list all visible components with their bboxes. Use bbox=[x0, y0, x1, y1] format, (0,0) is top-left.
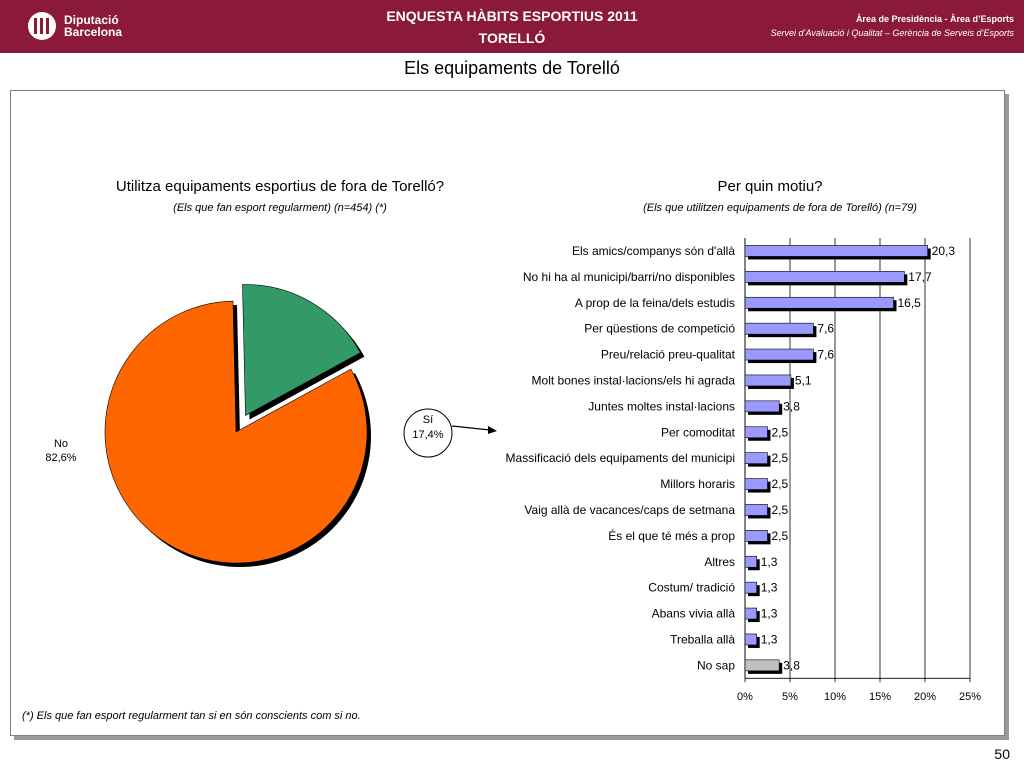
bar-value-label: 20,3 bbox=[932, 244, 956, 258]
bar-16 bbox=[744, 633, 757, 646]
survey-title: ENQUESTA HÀBITS ESPORTIUS 2011 bbox=[386, 8, 638, 24]
bar-value-label: 2,5 bbox=[772, 477, 789, 491]
x-tick-label: 15% bbox=[869, 691, 891, 703]
footnote: (*) Els que fan esport regularment tan s… bbox=[22, 710, 361, 722]
bar-13 bbox=[744, 555, 757, 568]
bar-value-label: 1,3 bbox=[761, 555, 778, 569]
bar-chart-subtitle: (Els que utilitzen equipaments de fora d… bbox=[643, 202, 917, 214]
bar-value-label: 1,3 bbox=[761, 632, 778, 646]
x-tick-label: 10% bbox=[824, 691, 846, 703]
x-tick-label: 5% bbox=[782, 691, 798, 703]
bar-value-label: 2,5 bbox=[772, 425, 789, 439]
bar-8 bbox=[744, 426, 768, 439]
bar-4 bbox=[744, 322, 814, 335]
bar-value-label: 2,5 bbox=[772, 451, 789, 465]
bar-category-label: Molt bones instal·lacions/els hi agrada bbox=[532, 373, 736, 387]
bar-value-label: 5,1 bbox=[795, 373, 812, 387]
municipality-title: TORELLÓ bbox=[478, 30, 546, 46]
bar-category-label: Vaig allà de vacances/caps de setmana bbox=[524, 503, 735, 517]
bar-category-label: Juntes moltes instal·lacions bbox=[588, 399, 735, 413]
bar-value-label: 7,6 bbox=[817, 348, 834, 362]
pie-chart-subtitle: (Els que fan esport regularment) (n=454)… bbox=[173, 202, 387, 214]
bar-value-label: 1,3 bbox=[761, 607, 778, 621]
bar-value-label: 3,8 bbox=[783, 399, 800, 413]
pie-label-si-value: 17,4% bbox=[412, 429, 443, 441]
logo-line1: Diputació bbox=[64, 13, 119, 27]
coat-of-arms-icon bbox=[28, 12, 56, 40]
bar-15 bbox=[744, 607, 757, 620]
pie-slice-no bbox=[104, 300, 368, 564]
page-number: 50 bbox=[994, 746, 1010, 762]
service-label: Servei d’Avaluació i Qualitat – Gerència… bbox=[770, 28, 1014, 38]
header-bar: Diputació Barcelona ENQUESTA HÀBITS ESPO… bbox=[0, 0, 1024, 53]
bar-1 bbox=[744, 245, 928, 257]
bar-value-label: 2,5 bbox=[772, 503, 789, 517]
bar-category-label: Costum/ tradició bbox=[648, 581, 735, 595]
bar-2 bbox=[744, 271, 905, 283]
bar-category-label: Treballa allà bbox=[670, 632, 735, 646]
pie-slice-si bbox=[242, 284, 361, 417]
bar-category-label: Massificació dels equipaments del munici… bbox=[506, 451, 735, 465]
bar-value-label: 3,8 bbox=[783, 658, 800, 672]
callout-arrow-head-icon bbox=[488, 426, 497, 434]
bar-9 bbox=[744, 452, 768, 464]
bar-chart-title: Per quin motiu? bbox=[717, 178, 823, 195]
bar-14 bbox=[744, 581, 757, 594]
bar-value-label: 17,7 bbox=[908, 270, 932, 284]
bar-value-label: 16,5 bbox=[898, 296, 922, 310]
page-title: Els equipaments de Torelló bbox=[404, 58, 620, 78]
bar-3 bbox=[744, 296, 894, 309]
area-label: Àrea de Presidència - Àrea d’Esports bbox=[855, 14, 1014, 24]
bar-value-label: 1,3 bbox=[761, 581, 778, 595]
bar-category-label: Preu/relació preu-qualitat bbox=[601, 348, 736, 362]
pie-label-no-value: 82,6% bbox=[45, 452, 76, 464]
logo-line2: Barcelona bbox=[64, 25, 123, 39]
bar-10 bbox=[744, 478, 768, 490]
bar-7 bbox=[744, 400, 780, 413]
diputacio-logo: Diputació Barcelona bbox=[28, 12, 122, 40]
bar-category-label: Per comoditat bbox=[661, 425, 736, 439]
bar-category-label: Abans vivia allà bbox=[652, 607, 736, 621]
bar-11 bbox=[744, 504, 768, 516]
bar-category-label: No hi ha al municipi/barri/no disponible… bbox=[523, 270, 735, 284]
bar-category-label: Per qüestions de competició bbox=[584, 322, 735, 336]
bar-6 bbox=[744, 374, 792, 387]
pie-chart-title: Utilitza equipaments esportius de fora d… bbox=[115, 178, 445, 195]
callout-arrow-line bbox=[451, 425, 491, 431]
x-tick-label: 20% bbox=[914, 691, 936, 703]
bar-category-label: Els amics/companys són d'allà bbox=[572, 244, 735, 258]
bar-5 bbox=[744, 348, 814, 361]
x-tick-label: 25% bbox=[959, 691, 981, 703]
pie-label-no-name: No bbox=[54, 438, 68, 450]
bar-category-label: Millors horaris bbox=[660, 477, 735, 491]
bar-value-label: 2,5 bbox=[772, 529, 789, 543]
bar-value-label: 7,6 bbox=[817, 322, 834, 336]
pie-label-si-name: Sí bbox=[423, 414, 433, 426]
bar-12 bbox=[744, 530, 768, 542]
bar-category-label: Altres bbox=[704, 555, 735, 569]
bar-category-label: A prop de la feina/dels estudis bbox=[575, 296, 735, 310]
bar-17 bbox=[744, 659, 780, 672]
bar-category-label: És el que té més a prop bbox=[608, 528, 735, 543]
pie-callout-circle bbox=[403, 408, 453, 458]
bar-category-label: No sap bbox=[697, 658, 735, 672]
x-tick-label: 0% bbox=[737, 691, 753, 703]
